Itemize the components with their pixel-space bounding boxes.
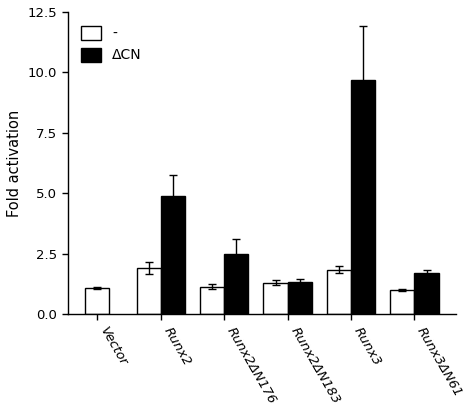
Bar bbox=[224, 254, 248, 314]
Bar bbox=[288, 282, 312, 314]
Bar bbox=[391, 290, 414, 314]
Bar bbox=[264, 283, 288, 314]
Bar bbox=[161, 196, 185, 314]
Bar bbox=[414, 273, 438, 314]
Legend: -, ΔCN: -, ΔCN bbox=[74, 19, 148, 69]
Y-axis label: Fold activation: Fold activation bbox=[7, 109, 22, 217]
Bar bbox=[137, 268, 161, 314]
Bar bbox=[85, 288, 109, 314]
Bar bbox=[351, 80, 375, 314]
Bar bbox=[200, 287, 224, 314]
Bar bbox=[327, 270, 351, 314]
